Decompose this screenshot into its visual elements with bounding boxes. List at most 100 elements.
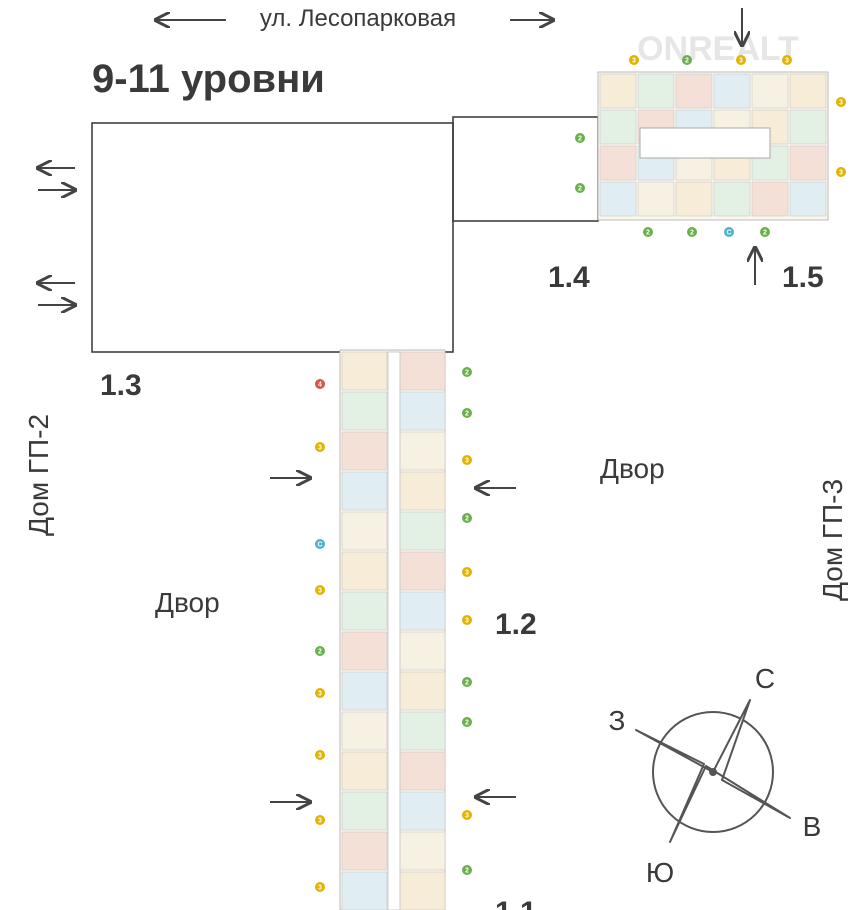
room-count: 3	[465, 457, 469, 464]
room-badge	[736, 55, 746, 65]
room	[341, 351, 388, 391]
room-badge	[462, 717, 472, 727]
room-count: 2	[465, 410, 469, 417]
room-badge	[315, 379, 325, 389]
room	[341, 831, 388, 871]
room	[399, 431, 446, 471]
room-count: 4	[318, 381, 322, 388]
section-label: 1.2	[495, 608, 537, 641]
room-count: 2	[690, 229, 694, 236]
compass-south: Ю	[646, 857, 674, 888]
room-badge	[315, 688, 325, 698]
room-count: 2	[465, 679, 469, 686]
room	[399, 671, 446, 711]
compass-west: З	[609, 705, 626, 736]
room-badge	[575, 183, 585, 193]
room	[599, 181, 637, 217]
room	[341, 591, 388, 631]
room-count: 3	[318, 587, 322, 594]
room	[341, 751, 388, 791]
room	[789, 109, 827, 145]
room-count: 2	[465, 867, 469, 874]
room-count: 3	[465, 569, 469, 576]
room	[341, 511, 388, 551]
section-label: 1.4	[548, 261, 590, 294]
room	[399, 711, 446, 751]
room	[789, 73, 827, 109]
room	[399, 871, 446, 910]
room	[637, 181, 675, 217]
street: ул. Лесопарковая	[260, 5, 456, 32]
room	[713, 181, 751, 217]
room	[751, 181, 789, 217]
room-badge	[315, 585, 325, 595]
room	[637, 73, 675, 109]
room	[341, 671, 388, 711]
room-count: 3	[839, 99, 843, 106]
room-badge	[315, 815, 325, 825]
room-badge	[575, 133, 585, 143]
room-badge	[462, 513, 472, 523]
room-badge	[462, 810, 472, 820]
room-count: 2	[318, 648, 322, 655]
room-badge	[462, 677, 472, 687]
room-count: 2	[685, 57, 689, 64]
room	[341, 711, 388, 751]
room	[399, 591, 446, 631]
room	[341, 391, 388, 431]
room-badge	[682, 55, 692, 65]
room	[341, 551, 388, 591]
room-badge	[629, 55, 639, 65]
compass	[635, 699, 791, 843]
room-badge	[782, 55, 792, 65]
room	[341, 791, 388, 831]
building-outline	[91, 122, 454, 353]
room	[399, 351, 446, 391]
section-label: 1.1	[495, 896, 537, 910]
room-count: 2	[646, 229, 650, 236]
room	[789, 181, 827, 217]
room	[341, 431, 388, 471]
title: 9-11 уровни	[92, 57, 325, 101]
room-badge	[462, 455, 472, 465]
room-badge	[462, 865, 472, 875]
room-badge	[760, 227, 770, 237]
room-count: 3	[739, 57, 743, 64]
corridor	[639, 127, 771, 159]
room-count: 2	[763, 229, 767, 236]
room-count: 3	[318, 690, 322, 697]
room-count: С	[726, 229, 731, 236]
room	[341, 471, 388, 511]
room-count: 3	[318, 444, 322, 451]
room-count: 3	[632, 57, 636, 64]
corridor	[387, 351, 401, 910]
room-badge	[836, 167, 846, 177]
room-badge	[462, 367, 472, 377]
room	[599, 73, 637, 109]
room-count: 2	[578, 185, 582, 192]
room-badge	[315, 882, 325, 892]
room	[675, 73, 713, 109]
building-outline	[452, 116, 599, 222]
yard: Двор	[155, 587, 220, 618]
room	[341, 631, 388, 671]
room	[399, 751, 446, 791]
room-count: 2	[578, 135, 582, 142]
room-count: 3	[465, 812, 469, 819]
room	[399, 511, 446, 551]
room-badge	[315, 750, 325, 760]
room-badge	[724, 227, 734, 237]
room-count: 2	[465, 719, 469, 726]
room-count: 3	[318, 884, 322, 891]
room-count: С	[317, 541, 322, 548]
neighbor: Дом ГП-2	[23, 414, 54, 536]
room-count: 2	[465, 515, 469, 522]
room-badge	[462, 615, 472, 625]
compass-north: С	[755, 663, 775, 694]
room	[751, 73, 789, 109]
neighbor: Дом ГП-3	[817, 479, 848, 601]
compass-east: В	[803, 811, 822, 842]
section-label: 1.3	[100, 369, 142, 402]
